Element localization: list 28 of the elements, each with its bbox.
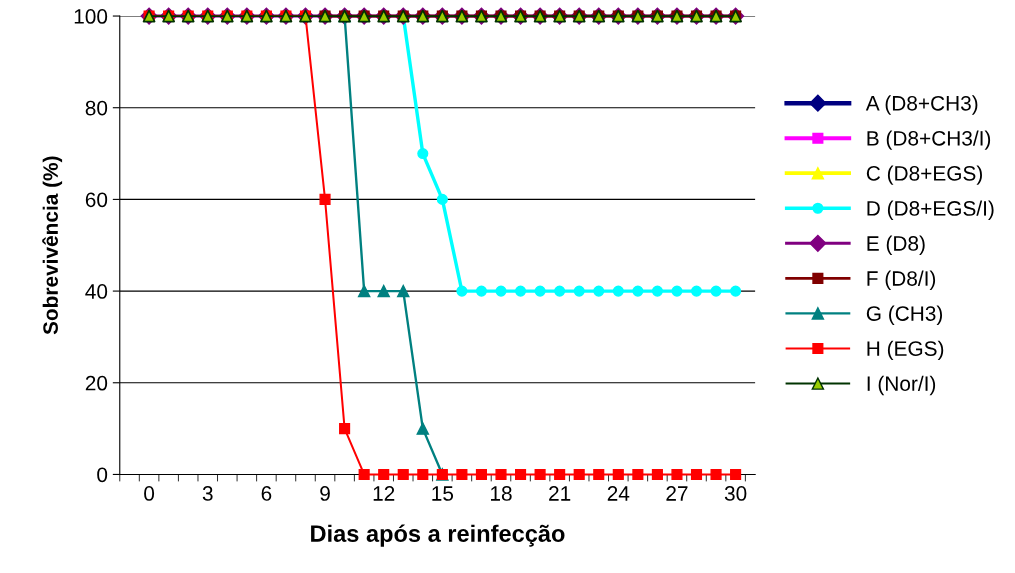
- legend-label: A (D8+CH3): [865, 95, 978, 115]
- x-tick-label: 9: [320, 486, 330, 501]
- x-tick-label: 12: [373, 486, 395, 501]
- x-tick-label: 15: [432, 486, 454, 501]
- legend-label: H (EGS): [867, 340, 944, 361]
- y-tick-label: 100: [74, 9, 108, 24]
- legend-label: B (D8+CH3/I): [867, 130, 991, 150]
- legend-label: D (D8+EGS/I): [867, 200, 994, 220]
- y-tick-label: 40: [85, 284, 108, 299]
- y-tick-label: 20: [85, 375, 108, 391]
- y-tick-label: 0: [97, 467, 108, 483]
- x-tick-label: 24: [607, 486, 630, 501]
- y-tick-label: 60: [85, 192, 108, 208]
- legend-label: G (CH3): [866, 305, 943, 326]
- x-tick-label: 21: [549, 486, 571, 501]
- x-tick-label: 27: [666, 486, 688, 501]
- x-tick-label: 0: [144, 486, 155, 501]
- x-tick-label: 3: [202, 486, 213, 501]
- x-tick-label: 6: [261, 486, 272, 501]
- y-axis-title: Sobrevivência (%): [42, 156, 63, 335]
- legend-label: I (Nor/I): [867, 375, 936, 396]
- legend-label: F (D8/I): [867, 270, 936, 290]
- x-axis-title: Dias após a reinfecção: [311, 524, 565, 547]
- legend-label: C (D8+EGS): [866, 165, 982, 185]
- x-tick-label: 18: [491, 486, 512, 501]
- y-tick-label: 80: [85, 100, 108, 116]
- legend-label: E (D8): [867, 235, 925, 255]
- x-tick-label: 30: [724, 486, 747, 501]
